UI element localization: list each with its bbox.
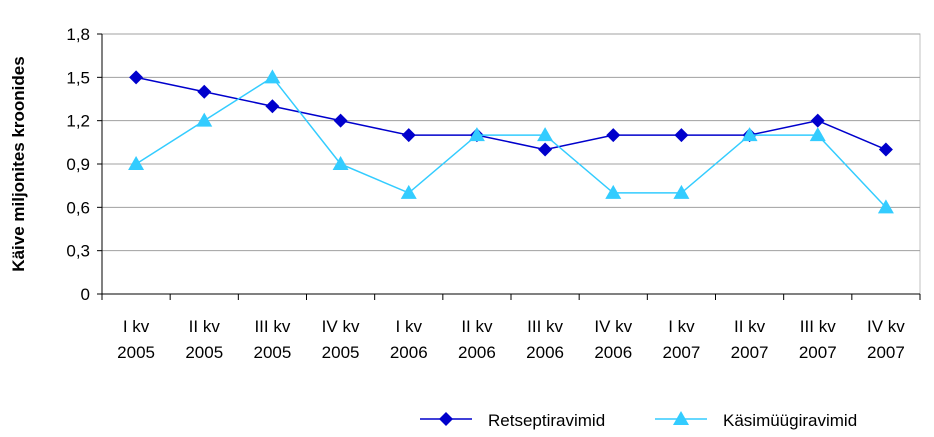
point	[128, 156, 145, 170]
point	[673, 411, 689, 425]
x-tick-line: 2007	[663, 343, 701, 362]
x-tick-label: III kv 2005	[254, 317, 292, 362]
point	[538, 142, 553, 157]
x-tick-label: IV kv 2006	[594, 317, 632, 362]
x-tick-label: II kv 2005	[185, 317, 223, 362]
y-tick-label: 0,9	[66, 155, 90, 174]
point	[401, 128, 416, 143]
point	[537, 127, 554, 142]
y-tick-label: 0	[81, 285, 90, 304]
x-tick-line: 2005	[254, 343, 292, 362]
point	[673, 184, 690, 199]
x-tick-line: III kv	[254, 317, 290, 336]
x-tick-label: IV kv 2005	[322, 317, 360, 362]
y-axis-label: Käive miljonites kroonides	[9, 56, 28, 271]
x-tick-line: 2005	[322, 343, 360, 362]
point	[400, 184, 417, 199]
x-tick-label: I kv 2005	[117, 317, 155, 362]
x-tick-line: 2006	[390, 343, 428, 362]
x-tick-line: IV kv	[594, 317, 632, 336]
series-line	[135, 76, 887, 208]
x-tick-label: I kv 2006	[390, 317, 428, 362]
x-tick-label: IV kv 2007	[867, 317, 905, 362]
point	[332, 156, 349, 170]
x-tick-line: III kv	[800, 317, 836, 336]
legend-label: Retseptiravimid	[488, 411, 605, 430]
point	[197, 84, 212, 99]
point	[196, 112, 213, 127]
point	[674, 128, 689, 143]
point	[129, 70, 144, 85]
x-tick-line: 2006	[526, 343, 564, 362]
x-tick-line: 2005	[117, 343, 155, 362]
y-tick-label: 0,6	[66, 198, 90, 217]
x-tick-label: I kv 2007	[663, 317, 701, 362]
point	[877, 199, 894, 214]
y-tick-label: 1,5	[66, 68, 90, 87]
series-line	[135, 76, 887, 151]
y-tick-label: 0,3	[66, 242, 90, 261]
legend-label: Käsimüügiravimid	[723, 411, 857, 430]
point	[809, 127, 826, 142]
y-tick-label: 1,2	[66, 112, 90, 131]
point	[265, 99, 280, 114]
x-tick-label: III kv 2007	[799, 317, 837, 362]
x-tick-line: III kv	[527, 317, 563, 336]
point	[439, 412, 453, 426]
point	[810, 113, 825, 128]
x-tick-line: I kv	[123, 317, 150, 336]
point	[606, 128, 621, 143]
x-tick-line: 2006	[458, 343, 496, 362]
x-tick-line: 2005	[185, 343, 223, 362]
point	[468, 127, 485, 142]
x-tick-line: II kv	[734, 317, 766, 336]
x-tick-label: II kv 2007	[731, 317, 769, 362]
x-tick-line: IV kv	[867, 317, 905, 336]
x-tick-line: 2007	[799, 343, 837, 362]
x-tick-label: III kv 2006	[526, 317, 564, 362]
point	[605, 184, 622, 199]
x-tick-line: I kv	[396, 317, 423, 336]
x-tick-line: I kv	[668, 317, 695, 336]
point	[264, 69, 281, 84]
x-tick-label: II kv 2006	[458, 317, 496, 362]
x-tick-line: 2006	[594, 343, 632, 362]
point	[741, 127, 758, 142]
x-tick-line: II kv	[461, 317, 493, 336]
point	[878, 142, 893, 157]
point	[333, 113, 348, 128]
y-tick-label: 1,8	[66, 25, 90, 44]
x-tick-line: IV kv	[322, 317, 360, 336]
x-tick-line: II kv	[189, 317, 221, 336]
x-tick-line: 2007	[867, 343, 905, 362]
x-tick-line: 2007	[731, 343, 769, 362]
